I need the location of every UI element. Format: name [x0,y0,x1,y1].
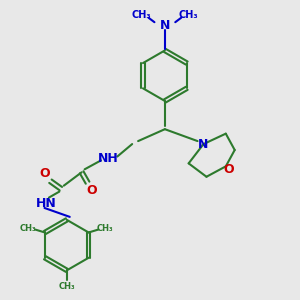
Text: CH₃: CH₃ [20,224,36,232]
Text: NH: NH [98,152,119,165]
Text: CH₃: CH₃ [179,10,199,20]
Text: O: O [224,163,234,176]
Text: N: N [198,138,209,151]
Text: CH₃: CH₃ [131,10,151,20]
Text: CH₃: CH₃ [58,282,75,291]
Text: CH₃: CH₃ [97,224,113,232]
Text: O: O [39,167,50,180]
Text: HN: HN [36,197,56,210]
Text: O: O [87,184,98,196]
Text: N: N [160,19,170,32]
